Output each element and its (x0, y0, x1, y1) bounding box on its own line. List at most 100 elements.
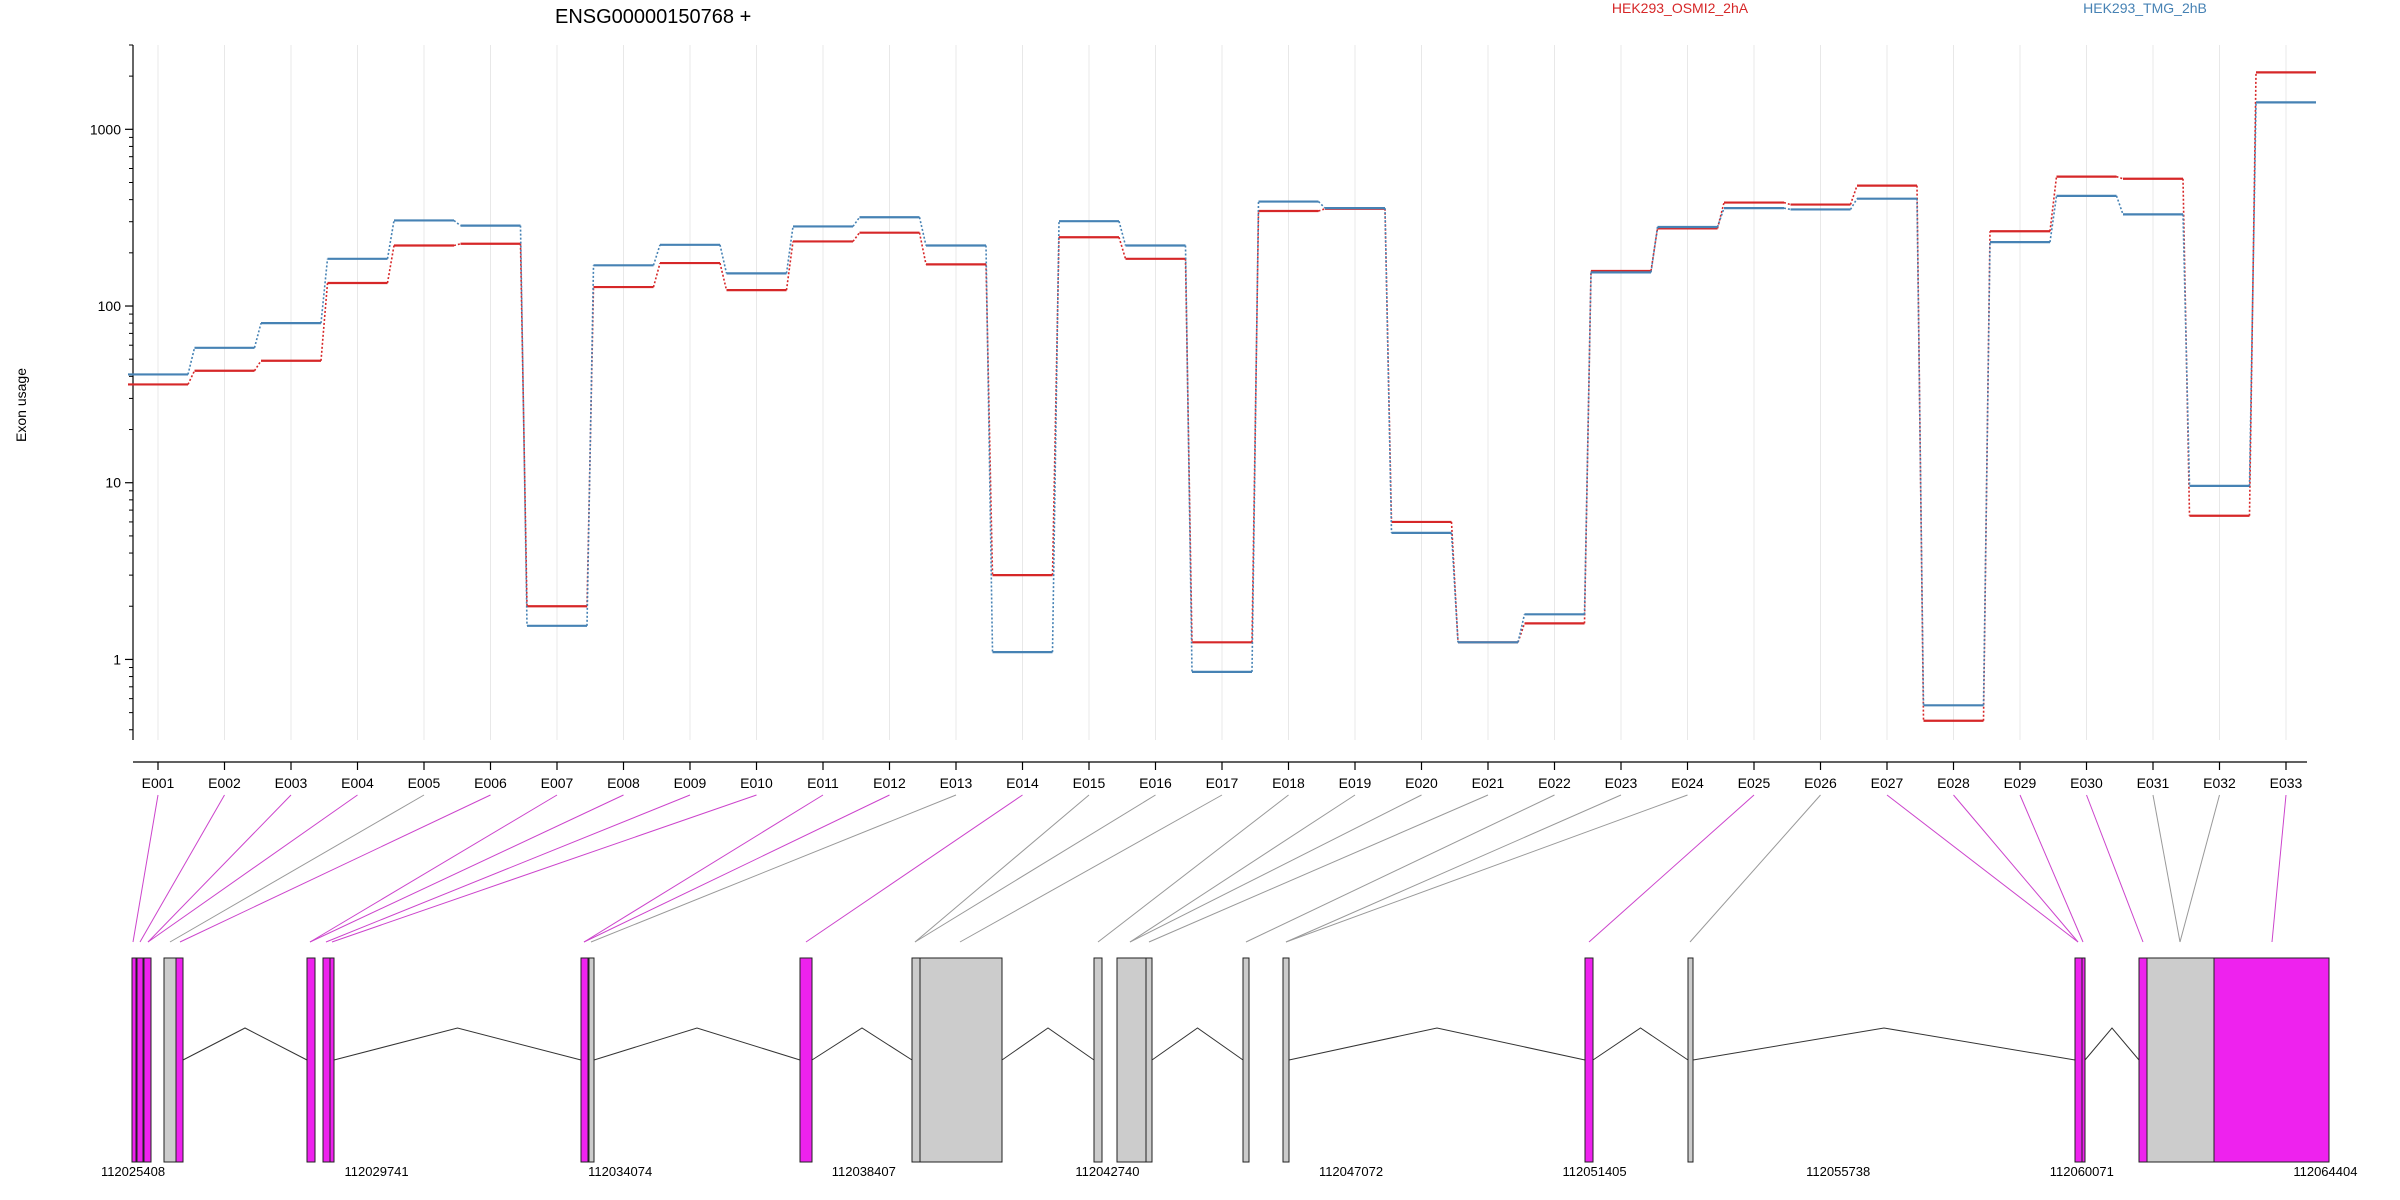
series-2 (128, 101, 2316, 707)
series-connector (519, 243, 528, 607)
exon-box-10 (588, 957, 595, 1163)
connector-E020 (1129, 794, 1422, 943)
coordinate-label-7: 112051405 (1563, 1164, 1627, 1179)
legend-entry-2: HEK293_TMG_2hB (2083, 0, 2207, 16)
connector-E007 (309, 794, 558, 943)
coordinate-label-4: 112038407 (832, 1164, 896, 1179)
exon-box-11 (799, 957, 813, 1163)
connector-E005 (169, 794, 425, 943)
exon-box-19 (1584, 957, 1594, 1163)
connector-E033 (2271, 794, 2287, 943)
x-tick-label-E011: E011 (807, 775, 839, 791)
series-connector (652, 244, 661, 266)
legend: HEK293_OSMI2_2hA HEK293_TMG_2hB (1612, 0, 2207, 16)
connector-E027 (1886, 794, 2079, 943)
series-connector (2049, 176, 2058, 232)
series-connector (586, 287, 595, 607)
coordinate-label-8: 112055738 (1806, 1164, 1870, 1179)
connector-E023 (1285, 794, 1622, 943)
x-tick-label-E029: E029 (2004, 775, 2037, 791)
exon-box-8 (329, 957, 335, 1163)
legend-entry-1: HEK293_OSMI2_2hA (1612, 0, 1749, 16)
coordinate-label-5: 112042740 (1075, 1164, 1139, 1179)
intron-5 (1001, 1027, 1095, 1061)
exon-box-25 (2213, 957, 2330, 1163)
connector-E029 (2019, 794, 2084, 943)
connector-E026 (1689, 794, 1821, 943)
series-connector (1783, 201, 1791, 206)
series-connector (1916, 198, 1925, 706)
connector-E012 (583, 794, 890, 943)
connector-E002 (139, 794, 225, 943)
x-tick-label-E009: E009 (674, 775, 707, 791)
connector-E015 (914, 794, 1090, 943)
coordinate-label-2: 112029741 (345, 1164, 409, 1179)
series-connector (187, 347, 196, 375)
exon-box-5 (175, 957, 184, 1163)
series-connector (1118, 220, 1127, 246)
plot-area (128, 71, 2316, 722)
exon-box-20 (1687, 957, 1694, 1163)
connector-E003 (147, 794, 292, 943)
y-tick-label-100: 100 (98, 298, 122, 314)
intron-9 (1692, 1027, 2076, 1061)
series-connector (2182, 214, 2191, 486)
y-tick-label-10: 10 (105, 475, 121, 491)
x-tick-label-E006: E006 (474, 775, 507, 791)
gene-model: 112025408 112029741 112034074 112038407 1120… (101, 957, 2357, 1179)
series-connector (1716, 202, 1725, 229)
connector-E011 (583, 794, 824, 943)
x-tick-label-E018: E018 (1272, 775, 1305, 791)
series-connector (1318, 208, 1326, 212)
x-tick-label-E014: E014 (1006, 775, 1039, 791)
x-tick-label-E020: E020 (1405, 775, 1438, 791)
series-connector (386, 245, 395, 284)
x-tick-label-E016: E016 (1139, 775, 1172, 791)
exon-box-3 (143, 957, 152, 1163)
series-connector (1583, 270, 1592, 624)
x-tick-label-E010: E010 (740, 775, 773, 791)
series-connector (453, 219, 462, 227)
y-tick-label-1: 1 (113, 651, 121, 667)
coordinate-label-6: 112047072 (1319, 1164, 1383, 1179)
connector-E013 (590, 794, 957, 943)
exon-box-15 (1116, 957, 1150, 1163)
exon-box-23 (2138, 957, 2148, 1163)
coordinate-label-9: 112060071 (2050, 1164, 2114, 1179)
x-tick-label-E013: E013 (940, 775, 973, 791)
x-tick-label-E032: E032 (2203, 775, 2236, 791)
series-connector (918, 232, 927, 265)
y-tick-label-1000: 1000 (90, 121, 121, 137)
intron-7 (1288, 1027, 1586, 1061)
axes: 1 10 100 1000 E001 E002 E003 E004 E005 E006 E007 E0… (90, 44, 2307, 791)
series-connector (386, 220, 395, 259)
series-connector (519, 225, 528, 626)
series-connector (253, 322, 262, 349)
series-connector (719, 262, 728, 291)
series-connector (2248, 72, 2257, 516)
series-connector (320, 282, 329, 361)
x-tick-label-E003: E003 (275, 775, 308, 791)
x-tick-label-E022: E022 (1538, 775, 1571, 791)
x-tick-label-E025: E025 (1738, 775, 1771, 791)
connector-E030 (2086, 794, 2144, 943)
series-connector (187, 370, 196, 385)
exon-box-7 (322, 957, 331, 1163)
x-tick-label-E023: E023 (1605, 775, 1638, 791)
gridlines (157, 45, 2287, 740)
intron-1 (182, 1027, 308, 1061)
exon-box-14 (1093, 957, 1103, 1163)
connector-E028 (1953, 794, 2079, 943)
x-tick-label-E012: E012 (873, 775, 906, 791)
intron-8 (1592, 1027, 1689, 1061)
connector-E004 (147, 794, 358, 943)
series-connector (918, 217, 927, 246)
x-tick-label-E024: E024 (1671, 775, 1704, 791)
intron-3 (593, 1027, 801, 1061)
series-connector (1849, 185, 1858, 205)
y-axis-label: Exon usage (13, 368, 29, 442)
exon-box-6 (306, 957, 316, 1163)
series-connector (1384, 208, 1393, 533)
connector-E025 (1588, 794, 1755, 943)
